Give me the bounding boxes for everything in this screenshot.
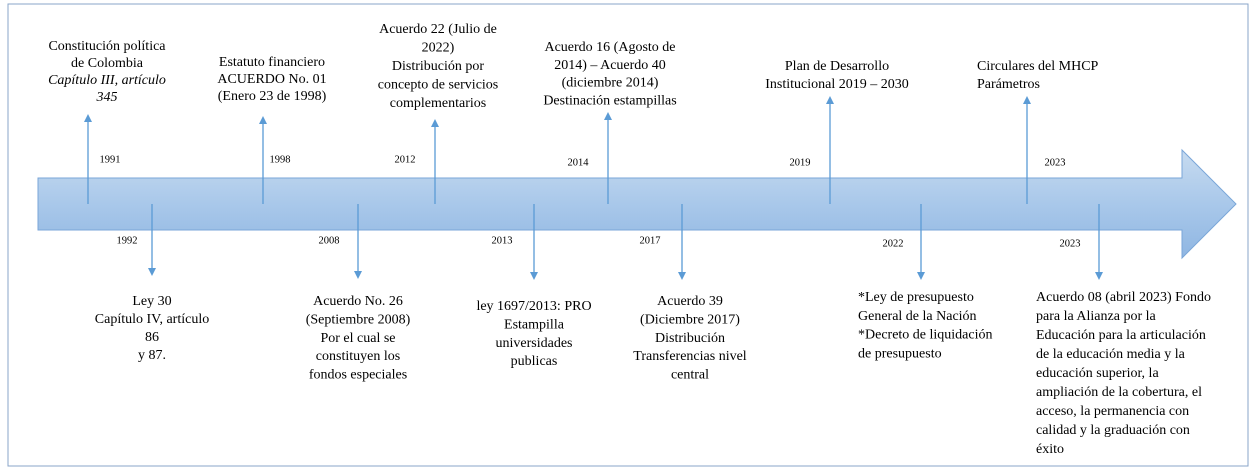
event-text: central (671, 367, 709, 382)
timeline-arrow (37, 148, 1237, 260)
event-text: éxito (1036, 442, 1064, 457)
event-text: Distribución por (392, 59, 484, 74)
event-text: acceso, la permanencia con (1036, 404, 1189, 419)
event-year: 2023 (1045, 157, 1066, 168)
event-year: 2008 (319, 235, 340, 246)
event-text: Educación para la articulación (1036, 328, 1206, 343)
event-text: Acuerdo No. 26 (313, 294, 403, 309)
event-text: Acuerdo 16 (Agosto de (544, 40, 675, 55)
event-text: Constitución política (48, 39, 166, 54)
event-text: constituyen los (316, 349, 400, 364)
event-text: de la educación media y la (1036, 347, 1186, 362)
event-text: Capítulo IV, artículo (95, 312, 209, 327)
event-text: Estampilla (504, 318, 565, 333)
event-text: (diciembre 2014) (562, 76, 659, 91)
event-year: 2012 (395, 154, 416, 165)
event-text: Transferencias nivel (633, 349, 747, 364)
event-text: Circulares del MHCP (977, 59, 1099, 74)
event-text-italic: 345 (96, 90, 118, 105)
event-text: ley 1697/2013: PRO (476, 299, 591, 314)
event-text: Acuerdo 39 (657, 294, 723, 309)
event-text: (Enero 23 de 1998) (218, 89, 327, 104)
event-year: 1998 (270, 154, 291, 165)
event-text: Acuerdo 22 (Julio de (379, 22, 497, 37)
event-text: Acuerdo 08 (abril 2023) Fondo (1036, 290, 1211, 305)
event-text: y 87. (138, 348, 166, 363)
event-year: 2013 (492, 235, 513, 246)
event-text: universidades (496, 336, 573, 351)
event-year: 2023 (1060, 238, 1081, 249)
event-year: 2014 (568, 157, 590, 168)
event-year: 2022 (883, 238, 904, 249)
event-text: General de la Nación (858, 309, 977, 324)
event-text: *Decreto de liquidación (858, 328, 993, 343)
event-text: de presupuesto (858, 346, 942, 361)
event-text: Ley 30 (132, 294, 171, 309)
event-text: Destinación estampillas (543, 93, 676, 108)
event-text: Distribución (655, 331, 725, 346)
event-text: educación superior, la (1036, 366, 1159, 381)
event-year: 2017 (640, 235, 661, 246)
event-text: calidad y la graduación con (1036, 423, 1190, 438)
event-text: 2014) – Acuerdo 40 (554, 58, 666, 73)
event-text: Plan de Desarrollo (785, 59, 889, 74)
event-text: concepto de servicios (378, 78, 499, 93)
event-text: fondos especiales (309, 367, 407, 382)
event-text: ampliación de la cobertura, el (1036, 385, 1202, 400)
event-year: 1992 (117, 235, 138, 246)
event-text: Institucional 2019 – 2030 (765, 77, 909, 92)
event-text: complementarios (390, 96, 486, 111)
event-text: Estatuto financiero (219, 55, 325, 70)
event-text: *Ley de presupuesto (858, 290, 974, 305)
event-text: 86 (145, 330, 159, 345)
event-text: publicas (511, 354, 558, 369)
event-text: (Septiembre 2008) (306, 313, 411, 328)
event-text: Parámetros (977, 77, 1040, 92)
event-text: ACUERDO No. 01 (217, 72, 326, 87)
frame (7, 3, 1249, 467)
event-text: para la Alianza por la (1036, 309, 1157, 324)
event-text: 2022) (422, 41, 455, 56)
event-text: Por el cual se (320, 331, 395, 346)
event-year: 1991 (100, 154, 121, 165)
event-year: 2019 (790, 157, 811, 168)
event-text-italic: Capítulo III, artículo (48, 73, 166, 88)
event-text: de Colombia (71, 56, 144, 71)
event-text: (Diciembre 2017) (640, 313, 740, 328)
